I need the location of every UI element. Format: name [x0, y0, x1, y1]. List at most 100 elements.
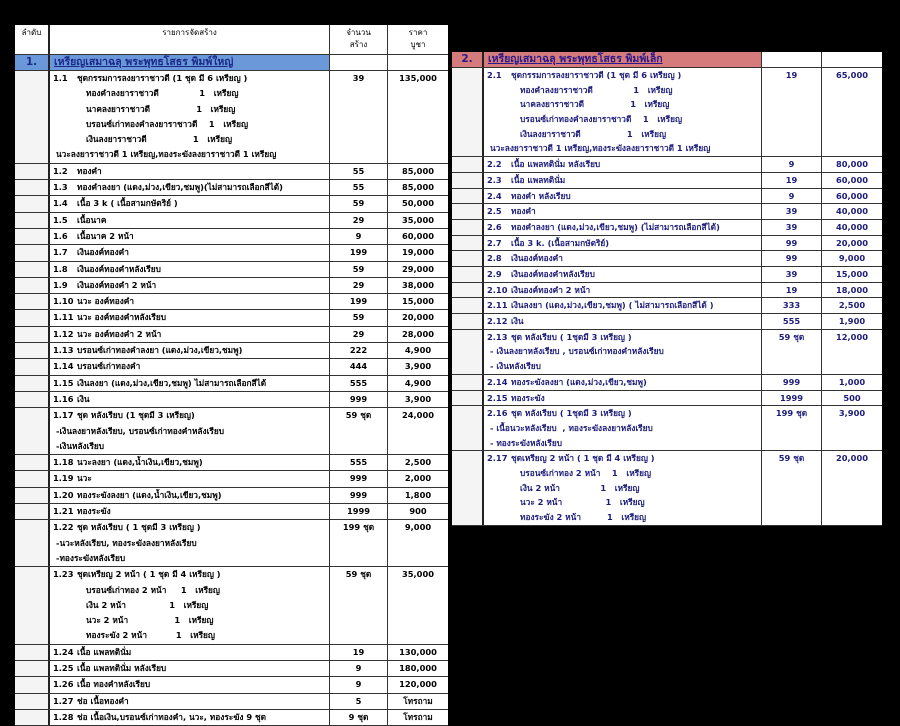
price-cell: 20,000 — [835, 453, 869, 464]
table-row: 1.5 เนื้อนาค 29 35,000 — [15, 212, 448, 229]
table-row: 1.27 ช่อ เนื้อทองคำ 5 โทรถาม — [15, 693, 448, 710]
price-cell: 35,000 — [401, 569, 435, 580]
section-number: 1. — [15, 55, 50, 70]
item-cell: 1.11 นวะ องค์ทองคำหลังเรียบ — [50, 310, 330, 326]
item-line: 2.8 เงินองค์ทองคำ — [484, 251, 761, 266]
qty-cell: 9 — [330, 661, 388, 677]
header-price: ราคา บูชา — [408, 28, 428, 49]
item-number: 1.2 — [53, 165, 68, 176]
table-header: ลำดับ รายการจัดสร้าง จำนวน สร้าง ราคา บูชา — [15, 25, 448, 55]
item-line: 1.16 เงิน — [50, 392, 329, 407]
table-row: 1.11 นวะ องค์ทองคำหลังเรียบ 59 20,000 — [15, 310, 448, 327]
item-cell: 1.9 เงินองค์ทองคำ 2 หน้า — [50, 277, 330, 294]
item-subline: -เงินลงยาหลังเรียบ, บรอนซ์เก่าทองคำหลังเ… — [56, 425, 224, 436]
item-line: 1.18 นวะลงยา (แดง,น้ำเงิน,เขียว,ชมพู) — [50, 455, 329, 470]
item-text: ชุด หลังเรียบ ( 1ชุดมี 3 เหรียญ ) — [511, 408, 632, 419]
item-line: 2.1 ชุดกรรมการลงยาราชาวดี (1 ชุด มี 6 เหร… — [484, 68, 761, 83]
table-row: 2.17 ชุดเหรียญ 2 หน้า ( 1 ชุด มี 4 เหรียญ… — [452, 451, 882, 526]
item-number: 2.5 — [487, 206, 502, 217]
price-cell: 60,000 — [835, 190, 869, 201]
item-cell: 1.28 ช่อ เนื้อเงิน,บรอนซ์เก่าทองคำ, นวะ, … — [50, 709, 330, 726]
qty-cell: 39 — [762, 204, 822, 219]
item-cell: 2.17 ชุดเหรียญ 2 หน้า ( 1 ชุด มี 4 เหรียญ… — [484, 451, 762, 525]
section-number: 2. — [452, 52, 484, 67]
item-line: 2.13 ชุด หลังเรียบ ( 1ชุดมี 3 เหรียญ ) — [484, 330, 761, 345]
table-row: 1.8 เงินองค์ทองคำหลังเรียบ 59 29,000 — [15, 261, 448, 278]
item-cell: 2.12 เงิน — [484, 314, 762, 329]
item-subline: ทองคำลงยาราชาวดี 1 เหรียญ — [520, 84, 673, 95]
item-text: เงินองค์ทองคำหลังเรียบ — [511, 269, 595, 279]
item-subline: - เงินลงยาหลังเรียบ , บรอนซ์เก่าทองคำหลั… — [490, 346, 664, 357]
item-cell: 1.25 เนื้อ แพลทตินั่ม หลังเรียบ — [50, 661, 330, 677]
item-line: 2.11 เงินลงยา (แดง,ม่วง,เขียว,ชมพู) ( ไม่… — [484, 298, 761, 313]
qty-cell: 999 — [330, 471, 388, 487]
item-cell: 1.22 ชุด หลังเรียบ ( 1 ชุดมี 3 เหรียญ ) -น… — [50, 520, 330, 567]
table-row: 1.12 นวะ องค์ทองคำ 2 หน้า 29 28,000 — [15, 326, 448, 344]
price-cell: 38,000 — [401, 279, 435, 290]
item-number: 1.13 — [53, 345, 74, 356]
item-number: 1.25 — [53, 663, 74, 674]
item-cell: 1.2 ทองคำ — [50, 163, 330, 180]
table-row: 1.13 บรอนซ์เก่าทองคำลงยา (แดง,ม่วง,เขียว,… — [15, 343, 448, 360]
qty-cell: 444 — [330, 359, 388, 375]
table-row: 2.12 เงิน 555 1,900 — [452, 314, 882, 330]
item-subline: เงิน 2 หน้า 1 เหรียญ — [520, 482, 640, 493]
price-cell: 60,000 — [835, 174, 869, 185]
price-cell: 3,900 — [404, 393, 432, 404]
item-cell: 2.7 เนื้อ 3 k. (เนื้อสามกษัตริย์) — [484, 235, 762, 251]
item-number: 2.6 — [487, 221, 502, 232]
item-cell: 2.1 ชุดกรรมการลงยาราชาวดี (1 ชุด มี 6 เหร… — [484, 68, 762, 157]
qty-cell: 19 — [762, 68, 822, 157]
table-row: 2.3 เนื้อ แพลทตินั่ม 19 60,000 — [452, 172, 882, 189]
item-text: เงินลงยา (แดง,ม่วง,เขียว,ชมพู) ไม่สามารถ… — [77, 377, 267, 388]
table-row: 2.9 เงินองค์ทองคำหลังเรียบ 39 15,000 — [452, 267, 882, 283]
price-cell: 50,000 — [401, 198, 435, 209]
item-text: เงินองค์ทองคำหลังเรียบ — [77, 263, 161, 274]
table-row: 2.10 เงินองค์ทองคำ 2 หน้า 19 18,000 — [452, 282, 882, 299]
price-cell: 500 — [843, 392, 861, 403]
item-text: เนื้อ แพลทตินั่ม หลังเรียบ — [77, 663, 167, 674]
qty-cell: 555 — [762, 314, 822, 329]
item-text: ทองคำ หลังเรียบ — [511, 190, 571, 201]
price-cell: 900 — [409, 506, 427, 517]
qty-cell: 39 — [762, 219, 822, 235]
item-subline: นาคลงยาราชาวดี 1 เหรียญ — [86, 103, 236, 114]
table-row: 1.17 ชุด หลังเรียบ (1 ชุดมี 3 เหรียญ) -เงิ… — [15, 408, 448, 456]
qty-cell: 59 ชุด — [330, 408, 388, 455]
price-cell: 4,900 — [404, 345, 432, 356]
table-row: 1.20 ทองระฆังลงยา (แดง,น้ำเงิน,เขียว,ชมพู… — [15, 487, 448, 505]
price-cell: 20,000 — [835, 237, 869, 248]
qty-cell: 59 ชุด — [330, 567, 388, 644]
item-cell: 1.19 นวะ — [50, 471, 330, 487]
item-text: ชุด หลังเรียบ (1 ชุดมี 3 เหรียญ) — [77, 410, 195, 421]
item-line: 1.10 นวะ องค์ทองคำ — [50, 294, 329, 309]
qty-cell: 1999 — [762, 390, 822, 406]
item-text: เนื้อ 3 k. (เนื้อสามกษัตริย์) — [511, 237, 610, 248]
price-cell: 12,000 — [835, 331, 869, 342]
price-cell: 3,900 — [838, 408, 866, 419]
table-row: 2.13 ชุด หลังเรียบ ( 1ชุดมี 3 เหรียญ ) - เ… — [452, 329, 882, 375]
item-text: ชุดเหรียญ 2 หน้า ( 1 ชุด มี 4 เหรียญ ) — [511, 453, 655, 464]
item-line: 1.14 บรอนซ์เก่าทองคำ — [50, 359, 329, 374]
table-row: 1.26 เนื้อ ทองคำหลังเรียบ 9 120,000 — [15, 677, 448, 694]
item-number: 2.1 — [487, 70, 502, 80]
item-cell: 1.21 ทองระฆัง — [50, 504, 330, 520]
qty-cell: 59 ชุด — [762, 329, 822, 374]
price-cell: โทรถาม — [403, 695, 433, 706]
item-cell: 2.16 ชุด หลังเรียบ ( 1ชุดมี 3 เหรียญ ) - เ… — [484, 406, 762, 451]
item-number: 1.21 — [53, 506, 74, 517]
item-subline: -ทองระฆังหลังเรียบ — [56, 552, 126, 563]
qty-cell: 29 — [330, 326, 388, 343]
item-line: 1.15 เงินลงยา (แดง,ม่วง,เขียว,ชมพู) ไม่สา… — [50, 376, 329, 391]
item-cell: 1.10 นวะ องค์ทองคำ — [50, 294, 330, 310]
header-no: ลำดับ — [15, 25, 50, 54]
table-row: 1.25 เนื้อ แพลทตินั่ม หลังเรียบ 9 180,000 — [15, 661, 448, 678]
item-subline: นวะ 2 หน้า 1 เหรียญ — [86, 615, 214, 626]
qty-cell: 5 — [330, 693, 388, 709]
item-cell: 2.13 ชุด หลังเรียบ ( 1ชุดมี 3 เหรียญ ) - เ… — [484, 329, 762, 374]
item-text: เนื้อ 3 k ( เนื้อสามกษัตริย์ ) — [77, 198, 178, 209]
item-number: 1.3 — [53, 182, 68, 193]
table-row: 1.16 เงิน 999 3,900 — [15, 391, 448, 409]
item-cell: 1.4 เนื้อ 3 k ( เนื้อสามกษัตริย์ ) — [50, 196, 330, 212]
item-cell: 2.2 เนื้อ แพลทตินั่ม หลังเรียบ — [484, 157, 762, 172]
